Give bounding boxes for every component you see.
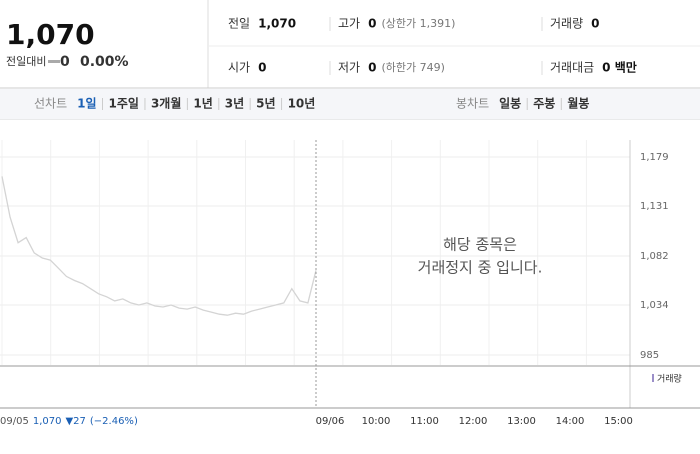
stat-value: 0 — [368, 17, 376, 31]
stat-label: 거래대금 — [550, 61, 594, 75]
tab[interactable]: 3개월 — [151, 96, 181, 111]
tab[interactable]: 일봉 — [499, 97, 521, 111]
stat-note: (상한가 1,391) — [381, 17, 455, 30]
x-tick-label: 11:00 — [410, 416, 439, 427]
chart-bg — [0, 120, 700, 450]
price-line — [1, 176, 317, 316]
flat-icon — [48, 60, 60, 63]
tab-bar — [0, 89, 700, 120]
footer-date: 09/05 — [0, 416, 29, 427]
x-tick-label: 09/06 — [316, 416, 345, 427]
tab-label: 봉차트 — [456, 97, 489, 111]
stat-value: 1,070 — [258, 17, 296, 31]
stat-value: 0 — [591, 17, 599, 31]
stat-note: (하한가 749) — [381, 60, 444, 74]
footer-change: ▼27 — [65, 416, 85, 427]
y-tick-label: 1,131 — [640, 201, 669, 212]
x-tick-label: 12:00 — [459, 416, 488, 427]
tab[interactable]: 1주일 — [109, 97, 139, 111]
header-bg — [0, 0, 700, 88]
stat-label: 전일 — [228, 17, 250, 31]
legend-swatch — [652, 374, 654, 382]
y-tick-label: 1,179 — [640, 152, 669, 163]
footer-price: 1,070 — [33, 416, 62, 427]
stat-value: 0 백만 — [602, 60, 637, 75]
tab[interactable]: 5년 — [256, 97, 275, 111]
stat-value: 0 — [258, 61, 266, 75]
x-tick-label: 10:00 — [362, 416, 391, 427]
x-tick-label: 14:00 — [556, 416, 585, 427]
stat-label: 시가 — [228, 61, 250, 75]
x-tick-label: 15:00 — [604, 416, 633, 427]
stat-label: 거래량 — [550, 17, 583, 31]
tab[interactable]: 월봉 — [567, 96, 589, 111]
change: 0 — [60, 54, 70, 70]
tab[interactable]: 1일 — [77, 97, 96, 111]
change-label: 전일대비 — [6, 54, 46, 68]
stat-label: 저가 — [338, 61, 360, 75]
change-pct: 0.00% — [80, 54, 129, 70]
price: 1,070 — [6, 18, 95, 51]
y-tick-label: 985 — [640, 350, 659, 361]
notice: 해당 종목은 — [443, 236, 517, 254]
footer-change-pct: (−2.46%) — [90, 416, 138, 427]
tab[interactable]: 1년 — [193, 97, 212, 111]
tab[interactable]: 주봉 — [533, 97, 555, 111]
tab[interactable]: 10년 — [288, 97, 316, 111]
notice: 거래정지 중 입니다. — [418, 259, 543, 277]
stat-label: 고가 — [338, 17, 360, 31]
tab-label: 선차트 — [34, 97, 67, 111]
x-tick-label: 13:00 — [507, 416, 536, 427]
stat-value: 0 — [368, 61, 376, 75]
y-tick-label: 1,034 — [640, 300, 669, 311]
legend-label: 거래량 — [657, 373, 682, 385]
y-tick-label: 1,082 — [640, 251, 669, 262]
tab[interactable]: 3년 — [225, 97, 244, 111]
